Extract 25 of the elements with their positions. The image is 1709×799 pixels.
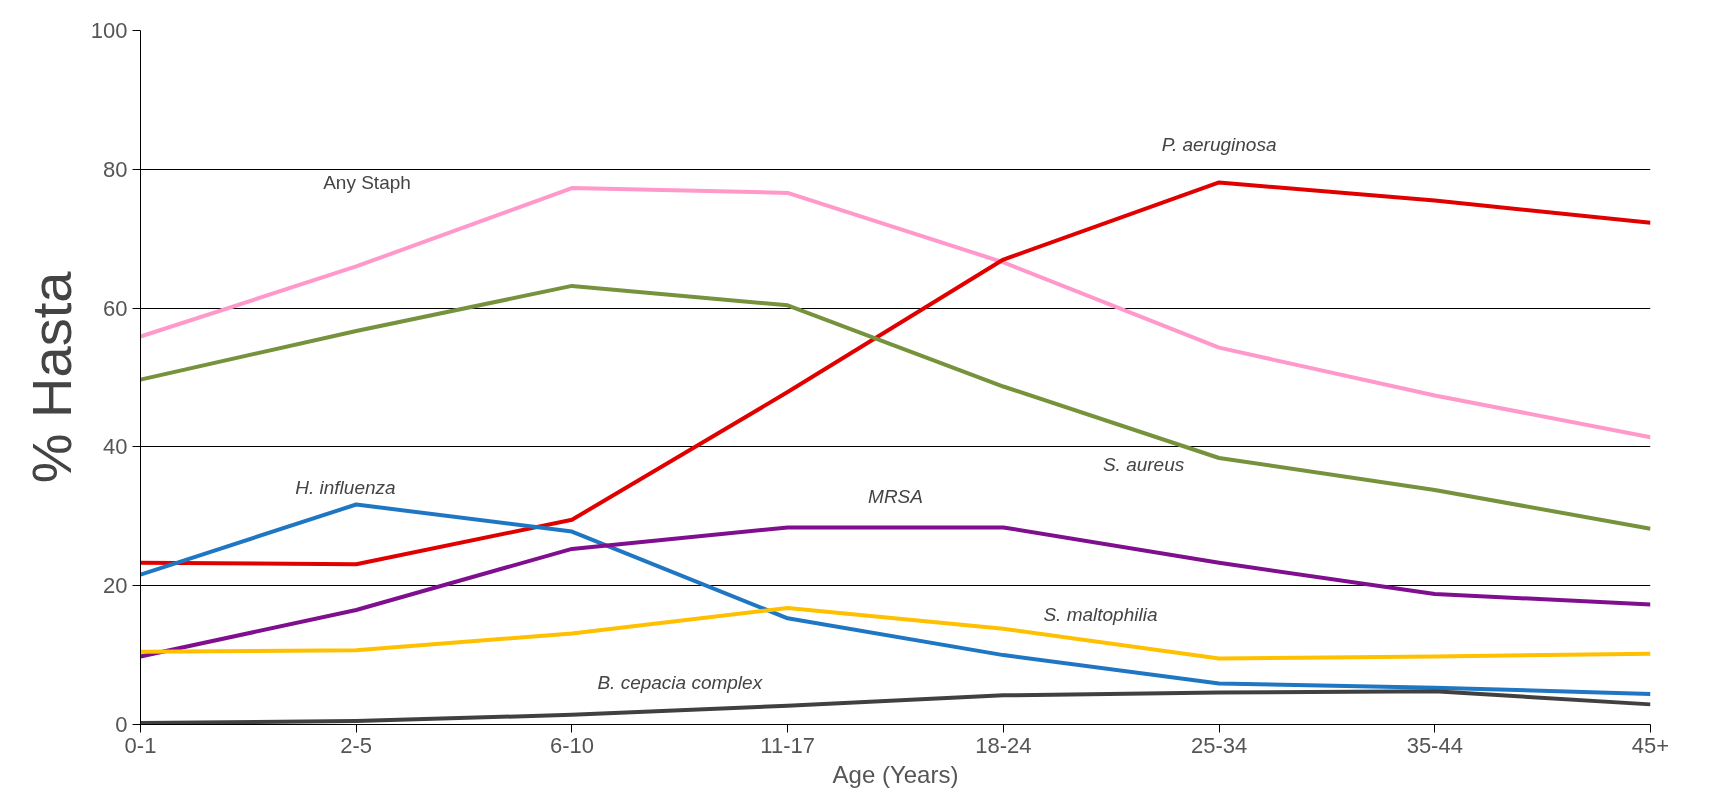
y-tick-label: 100 [90, 18, 128, 43]
line-series [140, 525, 1651, 659]
x-tick-label: 11-17 [760, 732, 815, 758]
y-tick-label: 80 [103, 156, 128, 182]
x-tick-label: 35-44 [1406, 732, 1463, 758]
x-tick-label: 6-10 [549, 732, 594, 758]
line-series [140, 605, 1651, 661]
x-tick-label: 25-34 [1190, 732, 1248, 758]
y-tick-label: 40 [103, 434, 128, 460]
series-label: B. cepacia complex [597, 671, 764, 693]
x-tick-label: 2-5 [340, 732, 373, 758]
line-series [140, 502, 1651, 696]
y-tick-label: 20 [103, 573, 128, 599]
y-axis-title: % Hasta [19, 270, 83, 484]
series-label: P. aeruginosa [1161, 133, 1277, 155]
x-tick-label: 18-24 [975, 732, 1032, 758]
line-series [140, 283, 1651, 531]
series-label: S. maltophilia [1043, 603, 1158, 625]
x-axis-title: Age (Years) [832, 760, 959, 788]
series-label: S. aureus [1102, 453, 1185, 475]
series-label: MRSA [868, 485, 923, 507]
y-tick-label: 60 [103, 295, 128, 321]
x-tick-label: 45+ [1631, 732, 1670, 758]
text: Any Staph [323, 172, 411, 194]
series-label: H. influenza [295, 476, 396, 498]
